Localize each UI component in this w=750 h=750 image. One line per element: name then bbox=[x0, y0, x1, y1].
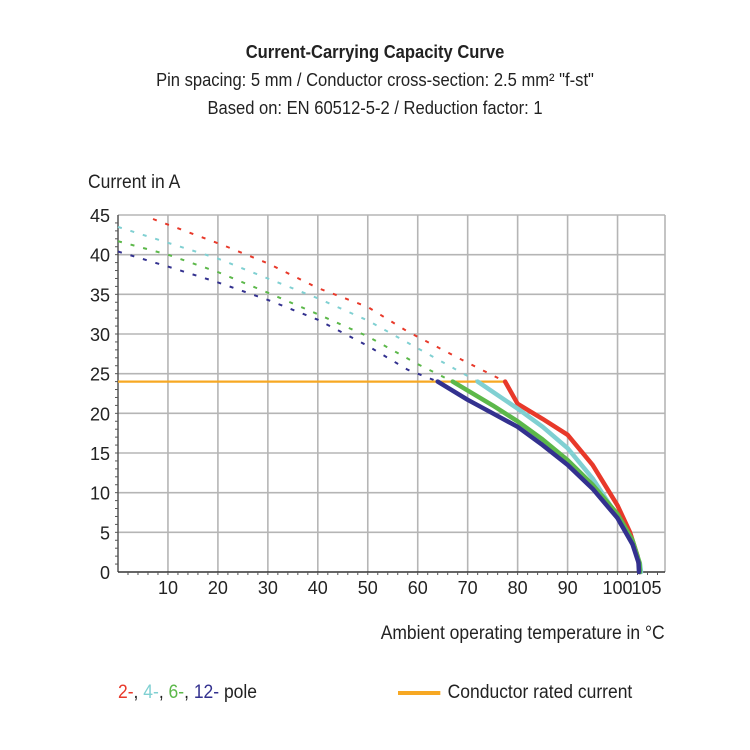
y-axis-label: Current in A bbox=[88, 172, 181, 193]
legend-sep: , bbox=[184, 682, 194, 703]
y-tick-label: 35 bbox=[90, 285, 110, 305]
series-12pole-dashed bbox=[117, 250, 439, 383]
legend-sep: , bbox=[158, 682, 169, 703]
series-2pole-curve bbox=[502, 379, 643, 575]
y-tick-label: 20 bbox=[90, 404, 110, 424]
chart-subtitle-1: Pin spacing: 5 mm / Conductor cross-sect… bbox=[156, 70, 594, 90]
x-tick-label: 50 bbox=[358, 578, 378, 598]
y-tick-label: 45 bbox=[90, 206, 110, 226]
legend-pole-6: 6- bbox=[168, 682, 185, 703]
y-tick-label: 0 bbox=[100, 563, 110, 583]
x-tick-label: 90 bbox=[558, 578, 578, 598]
x-axis-label: Ambient operating temperature in °C bbox=[381, 623, 665, 644]
legend-sep: , bbox=[133, 682, 144, 703]
legend-pole-4: 4- bbox=[143, 682, 159, 703]
x-tick-label: 30 bbox=[258, 578, 278, 598]
legend-poles: 2-, 4-, 6-, 12- pole bbox=[118, 682, 257, 704]
legend-pole-12: 12- bbox=[193, 682, 220, 703]
series-12pole-curve bbox=[435, 379, 642, 575]
y-tick-label: 40 bbox=[90, 246, 110, 266]
legend-pole-2: 2- bbox=[118, 682, 134, 703]
x-tick-label: 80 bbox=[508, 578, 528, 598]
series-2pole-dashed bbox=[152, 218, 506, 383]
legend-rated-label: Conductor rated current bbox=[447, 682, 633, 703]
y-tick-label: 25 bbox=[90, 365, 110, 385]
x-tick-label: 60 bbox=[408, 578, 428, 598]
y-tick-label: 10 bbox=[90, 484, 110, 504]
legend-rated-current: Conductor rated current bbox=[398, 682, 632, 704]
x-tick-label: 40 bbox=[308, 578, 328, 598]
x-tick-label: 105 bbox=[631, 578, 661, 598]
series-6pole-curve bbox=[450, 379, 643, 575]
legend-pole-suffix: pole bbox=[219, 682, 257, 703]
x-tick-label: 70 bbox=[458, 578, 478, 598]
chart-subtitle-2: Based on: EN 60512-5-2 / Reduction facto… bbox=[207, 98, 543, 118]
chart-title: Current-Carrying Capacity Curve bbox=[245, 42, 505, 62]
x-tick-label: 100 bbox=[603, 578, 633, 598]
x-tick-label: 10 bbox=[158, 578, 178, 598]
y-tick-label: 30 bbox=[90, 325, 110, 345]
legend-rated-swatch bbox=[398, 691, 441, 695]
series-4pole-dashed bbox=[117, 225, 479, 383]
y-tick-label: 5 bbox=[100, 523, 110, 543]
x-tick-label: 20 bbox=[208, 578, 228, 598]
series-6pole-dashed bbox=[117, 240, 454, 383]
y-tick-label: 15 bbox=[90, 444, 110, 464]
